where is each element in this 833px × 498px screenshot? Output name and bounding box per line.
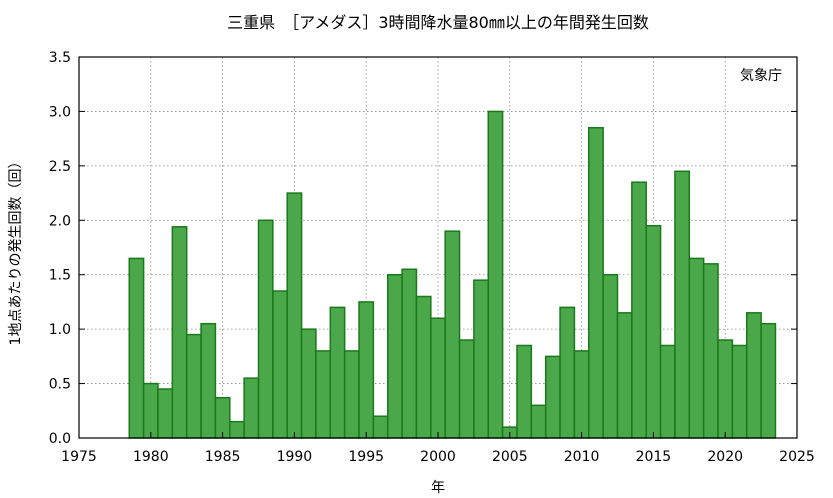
bar-2010 <box>573 350 590 439</box>
y-tick-label: 1.0 <box>49 322 71 338</box>
y-tick-label: 1.5 <box>49 268 71 284</box>
bar-1987 <box>243 377 260 439</box>
bar-2021 <box>731 344 748 439</box>
x-tick-label: 2020 <box>707 449 743 465</box>
bar-1985 <box>214 396 231 439</box>
bar-2020 <box>717 339 734 439</box>
bar-1981 <box>157 388 174 439</box>
bar-1980 <box>142 382 159 439</box>
bar-1998 <box>401 268 418 439</box>
bar-2014 <box>631 181 647 439</box>
bar-2018 <box>688 257 705 439</box>
bar-2012 <box>602 273 619 439</box>
bar-1994 <box>343 350 360 439</box>
bar-2002 <box>458 339 475 439</box>
x-tick-label: 2005 <box>492 449 528 465</box>
bar-2001 <box>444 230 461 439</box>
bar-1996 <box>372 415 389 439</box>
bar-2003 <box>473 279 490 439</box>
bar-2023 <box>760 322 777 439</box>
x-tick-label: 1975 <box>61 449 97 465</box>
x-tick-label: 1990 <box>277 449 313 465</box>
x-tick-label: 2010 <box>564 449 600 465</box>
bar-1992 <box>315 350 332 439</box>
x-tick-label: 1980 <box>133 449 169 465</box>
y-tick-label: 0.5 <box>49 377 71 393</box>
bar-1999 <box>415 295 432 439</box>
bar-2006 <box>516 344 533 439</box>
bar-2015 <box>645 224 662 439</box>
source-label: 気象庁 <box>740 68 782 84</box>
bar-2013 <box>616 312 633 439</box>
bar-1993 <box>329 306 346 439</box>
y-tick-label: 3.5 <box>49 50 71 66</box>
bar-2022 <box>745 312 762 439</box>
bar-1995 <box>358 301 375 439</box>
chart-title: 三重県 ［アメダス］3時間降水量80㎜以上の年間発生回数 <box>227 13 649 32</box>
bar-1990 <box>286 192 303 439</box>
bar-1983 <box>185 333 202 439</box>
bar-1984 <box>200 322 217 439</box>
bar-1989 <box>272 290 288 439</box>
bar-2011 <box>588 127 604 439</box>
bar-1982 <box>171 226 188 439</box>
y-tick-label: 2.5 <box>49 159 71 175</box>
x-tick-label: 1995 <box>348 449 384 465</box>
y-tick-label: 0.0 <box>49 431 71 447</box>
x-tick-label: 2025 <box>779 449 815 465</box>
bar-2016 <box>659 344 676 439</box>
bar-2019 <box>702 263 719 439</box>
x-tick-label: 1985 <box>205 449 241 465</box>
bar-2000 <box>430 317 446 439</box>
y-tick-label: 2.0 <box>49 213 71 229</box>
bar-1979 <box>128 257 145 439</box>
bar-2008 <box>544 355 561 439</box>
x-tick-label: 2015 <box>636 449 672 465</box>
bar-1997 <box>386 273 403 439</box>
bar-2007 <box>530 404 547 439</box>
bar-2009 <box>559 306 576 439</box>
x-axis-ticks: 1975 1980 1985 1990 1995 2000 2005 2010 2015 2020… <box>61 432 815 465</box>
bar-1986 <box>229 420 245 439</box>
bar-1991 <box>300 328 317 439</box>
y-tick-label: 3.0 <box>49 104 71 120</box>
x-tick-label: 2000 <box>420 449 456 465</box>
y-axis-ticks: 0.0 0.5 1.0 1.5 2.0 2.5 3.0 3.5 <box>49 50 797 447</box>
y-axis-label: 1地点あたりの発生回数（回） <box>8 155 24 346</box>
bar-2017 <box>674 170 691 439</box>
x-axis-label: 年 <box>431 480 445 496</box>
bars <box>128 110 777 439</box>
bar-2004 <box>487 110 504 439</box>
bar-1988 <box>257 219 274 439</box>
